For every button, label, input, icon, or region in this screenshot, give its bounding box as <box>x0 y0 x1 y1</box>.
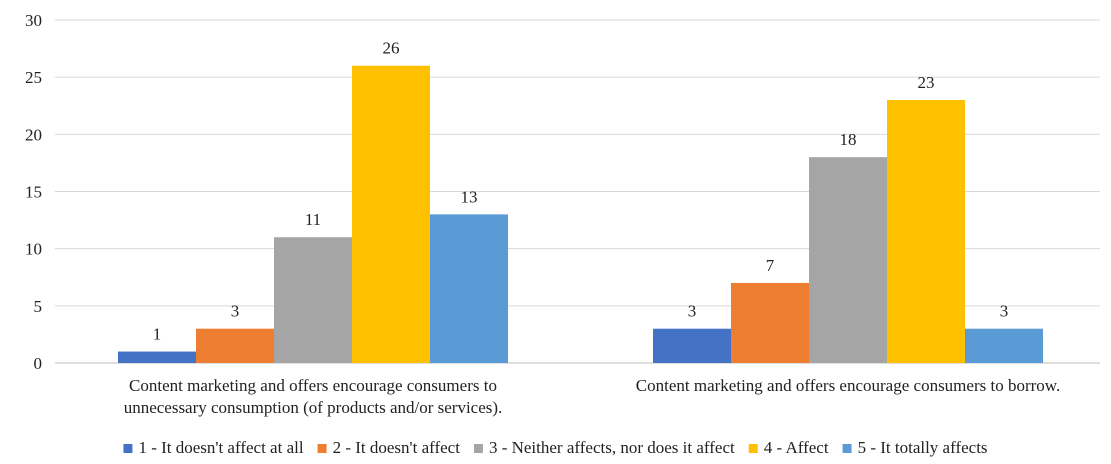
data-label: 26 <box>383 39 400 58</box>
legend-item: 3 - Neither affects, nor does it affect <box>473 438 735 457</box>
legend-item: 4 - Affect <box>748 438 829 457</box>
legend-swatch <box>748 444 758 453</box>
y-tick-label: 15 <box>25 183 42 202</box>
y-tick-label: 25 <box>25 68 42 87</box>
legend: 1 - It doesn't affect at all 2 - It doesn… <box>123 438 988 457</box>
y-tick-label: 20 <box>25 125 42 144</box>
data-label: 3 <box>1000 302 1009 321</box>
legend-swatch <box>842 444 852 453</box>
legend-item: 2 - It doesn't affect <box>317 438 461 457</box>
category-label: Content marketing and offers encourage c… <box>636 376 1060 395</box>
data-label: 11 <box>305 210 321 229</box>
y-tick-label: 10 <box>25 240 42 259</box>
bar <box>731 282 809 363</box>
bar <box>118 351 196 363</box>
bar <box>352 65 430 363</box>
y-axis-ticks: 0 5 10 15 20 25 30 <box>25 11 42 373</box>
bar <box>274 237 352 363</box>
y-tick-label: 30 <box>25 11 42 30</box>
legend-swatch <box>317 444 327 453</box>
legend-swatch <box>123 444 133 453</box>
y-tick-label: 0 <box>34 354 43 373</box>
bar <box>653 328 731 363</box>
bar <box>430 214 508 363</box>
legend-item: 5 - It totally affects <box>842 438 988 457</box>
data-label: 7 <box>766 256 775 275</box>
data-label: 18 <box>840 130 857 149</box>
bar <box>196 328 274 363</box>
bar <box>809 157 887 363</box>
data-label: 1 <box>153 325 162 344</box>
category-label: Content marketing and offers encourage c… <box>129 376 497 395</box>
data-label: 23 <box>918 73 935 92</box>
y-tick-label: 5 <box>34 297 43 316</box>
legend-swatch <box>473 444 483 453</box>
legend-label: 3 - Neither affects, nor does it affect <box>489 438 735 457</box>
legend-item: 1 - It doesn't affect at all <box>123 438 304 457</box>
data-label: 3 <box>688 302 697 321</box>
legend-label: 5 - It totally affects <box>858 438 988 457</box>
bars-layer <box>118 65 1043 364</box>
legend-label: 2 - It doesn't affect <box>333 438 461 457</box>
category-labels-layer: Content marketing and offers encourage c… <box>124 376 1061 417</box>
category-label: unnecessary consumption (of products and… <box>124 398 503 417</box>
bar <box>965 328 1043 363</box>
bar <box>887 100 965 364</box>
data-label: 13 <box>461 187 478 206</box>
grid-layer <box>55 19 1100 364</box>
legend-label: 1 - It doesn't affect at all <box>138 438 303 457</box>
legend-label: 4 - Affect <box>764 438 829 457</box>
data-label: 3 <box>231 302 240 321</box>
